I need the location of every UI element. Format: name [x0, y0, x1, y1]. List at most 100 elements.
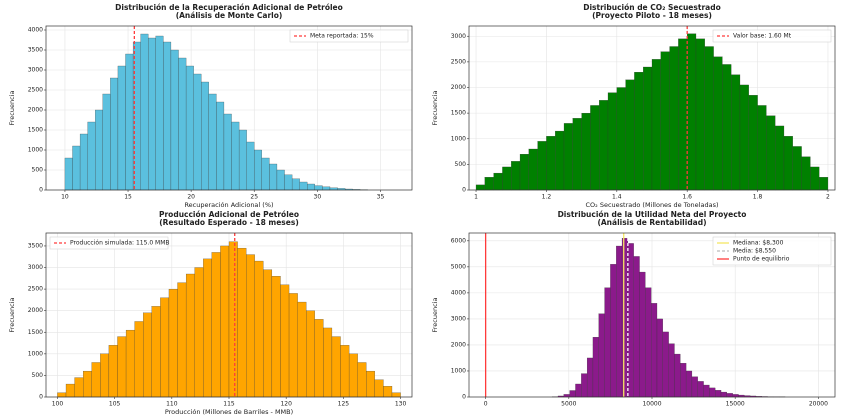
legend: Valor base: 1.60 Mt: [712, 29, 832, 43]
histogram-bar: [575, 383, 582, 398]
y-tick-label: 500: [455, 161, 467, 168]
histogram-bar: [64, 157, 73, 191]
histogram-bar: [757, 105, 767, 191]
y-tick-label: 500: [32, 372, 44, 379]
histogram-bar: [604, 287, 611, 398]
y-tick-label: 5000: [451, 263, 466, 270]
y-axis-label: Frecuencia: [8, 298, 16, 333]
histogram-bar: [801, 156, 811, 191]
histogram-bar: [598, 313, 605, 398]
histogram-bar: [678, 38, 688, 191]
histogram-bar: [581, 373, 588, 398]
histogram-bar: [134, 321, 144, 398]
x-tick-label: 5000: [561, 401, 576, 408]
histogram-bar: [731, 74, 741, 191]
histogram-bar: [511, 161, 521, 191]
histogram-bar: [193, 73, 202, 191]
histogram-bar: [651, 59, 661, 191]
legend-box: [712, 29, 832, 43]
y-tick-label: 1500: [28, 329, 43, 336]
y-axis-label: Frecuencia: [8, 91, 16, 126]
histogram-bar: [726, 393, 733, 398]
histogram-bar: [616, 245, 623, 398]
histogram-bar: [288, 293, 298, 398]
histogram-bar: [291, 178, 300, 191]
histogram-bar: [72, 145, 81, 191]
histogram-bar: [633, 256, 640, 398]
histogram-bar: [555, 130, 565, 191]
chart-subtitle: (Proyecto Piloto - 18 meses): [592, 11, 712, 20]
histogram-bar: [697, 381, 704, 398]
histogram-bar: [590, 105, 600, 191]
y-tick-label: 4000: [451, 289, 466, 296]
chart-subtitle: (Resultado Esperado - 18 meses): [159, 218, 299, 227]
histogram-bar: [254, 260, 264, 398]
histogram-bar: [331, 336, 341, 398]
histogram-bar: [246, 254, 255, 398]
histogram-bar: [627, 243, 634, 398]
y-tick-label: 0: [462, 187, 466, 194]
histogram-bar: [148, 37, 156, 191]
y-tick-label: 500: [32, 167, 44, 174]
x-tick-label: 25: [250, 194, 258, 201]
histogram-bar: [643, 66, 653, 191]
histogram-bar: [656, 318, 663, 398]
histogram-bar: [519, 154, 529, 191]
x-tick-label: 10000: [642, 401, 661, 408]
x-tick-label: 35: [377, 194, 385, 201]
histogram-bar: [160, 297, 170, 398]
histogram-bar: [203, 258, 212, 398]
histogram-bar: [117, 336, 127, 398]
y-tick-label: 6000: [451, 237, 466, 244]
histogram-bar: [95, 109, 103, 191]
histogram-bar: [83, 370, 92, 398]
histogram-bar: [201, 81, 209, 191]
histogram-bar: [695, 38, 705, 191]
histogram-bar: [528, 148, 538, 191]
histogram-bar: [151, 306, 161, 398]
histogram-bar: [639, 271, 646, 398]
histogram-bar: [748, 95, 758, 191]
histogram-bar: [572, 118, 582, 191]
histogram-bar: [125, 329, 135, 398]
histogram-bar: [155, 35, 164, 191]
histogram-bar: [374, 379, 384, 398]
chart-title: Distribución de la Recuperación Adiciona…: [115, 3, 343, 12]
histogram-bar: [475, 184, 485, 191]
histogram-bar: [237, 247, 247, 398]
histogram-bar: [163, 41, 172, 191]
histogram-bar: [177, 282, 187, 398]
histogram-bar: [276, 169, 285, 191]
histogram-bar: [87, 121, 96, 191]
histogram-bar: [563, 394, 570, 398]
histogram-bar: [703, 384, 710, 398]
y-tick-label: 3000: [451, 33, 466, 40]
histogram-bar: [537, 141, 547, 191]
histogram-bar: [662, 331, 669, 398]
histogram-bar: [228, 241, 238, 398]
y-tick-label: 2500: [28, 286, 43, 293]
histogram-bar: [314, 185, 323, 191]
x-tick-label: 130: [395, 401, 407, 408]
legend-label: Producción simulada: 115.0 MMB: [70, 240, 170, 247]
histogram-bar: [79, 133, 88, 191]
histogram-bar: [117, 65, 126, 191]
histogram-bar: [493, 172, 503, 191]
y-tick-label: 2000: [28, 307, 43, 314]
x-tick-label: 0: [484, 401, 488, 408]
x-tick-label: 20: [187, 194, 195, 201]
histogram-bar: [306, 310, 315, 398]
histogram-bar: [100, 353, 110, 398]
chart-title: Distribución de la Utilidad Neta del Pro…: [558, 210, 747, 219]
x-axis-label: CO₂ Secuestrado (Millones de Toneladas): [586, 201, 719, 209]
x-tick-label: 110: [166, 401, 178, 408]
y-tick-label: 0: [462, 394, 466, 401]
plot-frame: [468, 25, 836, 191]
histogram-bar: [669, 46, 679, 191]
histogram-bar: [484, 177, 494, 191]
histogram-bar: [581, 113, 591, 191]
histogram-bar: [625, 79, 635, 191]
y-axis-label: Frecuencia: [431, 298, 439, 333]
histogram-bar: [170, 49, 179, 191]
